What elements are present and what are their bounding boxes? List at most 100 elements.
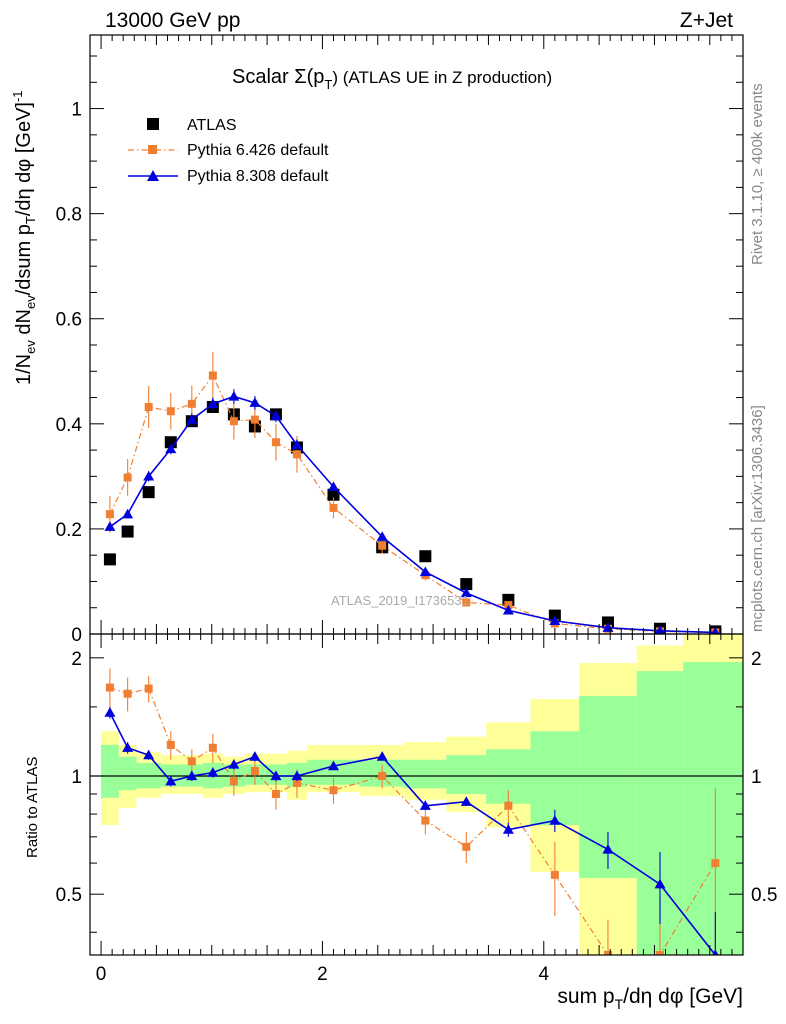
atlas-data-point (142, 486, 155, 499)
ratio-y-tick-label-right: 2 (751, 649, 762, 670)
main-y-axis-label: 1/Nev dNev/dsum pT/dη dφ [GeV]-1 (10, 90, 38, 385)
pythia6-ratio-point (329, 786, 338, 795)
main-y-tick-label: 0.4 (56, 415, 83, 436)
pythia8-ratio-point (549, 815, 561, 825)
pythia6-ratio-point (166, 740, 175, 749)
pythia6-main-point (229, 417, 238, 426)
main-y-tick-label: 0.6 (56, 310, 82, 331)
pythia6-ratio-point (378, 772, 387, 781)
axis-tick-labels: 0 0.2 0.4 0.6 0.8 1 0 2 4 0.5 0.5 1 1 2 2 (56, 100, 778, 985)
pythia8-ratio-point (104, 707, 116, 717)
pythia6-ratio-point (144, 684, 153, 693)
atlas-data-point (327, 488, 340, 501)
pythia6-ratio-point (229, 777, 238, 786)
pythia8-ratio-point (270, 770, 282, 781)
legend: ATLAS Pythia 6.426 default Pythia 8.308 … (128, 117, 329, 185)
ratio-band-inner-bin (446, 755, 487, 794)
ratio-plot-frame (89, 633, 744, 956)
pythia8-main-point (228, 391, 240, 401)
legend-pythia6-marker (148, 145, 157, 154)
pythia8-ratio-point (376, 751, 388, 761)
x-tick-label: 0 (96, 964, 107, 985)
pythia8-ratio-point (654, 878, 666, 889)
pythia6-ratio-point (292, 778, 301, 787)
pythia6-ratio-point (655, 951, 664, 955)
pythia8-ratio-point (602, 843, 614, 854)
pythia8-main-point (502, 604, 514, 615)
pythia6-main-point (292, 450, 301, 459)
pythia8-main-point (143, 470, 155, 481)
pythia6-main-point (166, 407, 175, 416)
atlas-data-point (103, 553, 116, 566)
pythia6-ratio-point (421, 816, 430, 825)
pythia6-main-point (187, 399, 196, 408)
legend-atlas-marker (147, 118, 159, 130)
process-label: Z+Jet (680, 9, 733, 32)
pythia8-main-point (122, 508, 134, 519)
pythia6-ratio-point (603, 951, 612, 955)
pythia8-ratio-point (249, 751, 261, 761)
energy-label: 13000 GeV pp (105, 9, 240, 32)
pythia6-ratio-point (208, 743, 217, 752)
pythia8-main-point (186, 414, 198, 424)
main-y-tick-label: 0 (71, 625, 82, 646)
ratio-y-tick-label-left: 0.5 (56, 885, 82, 906)
pythia6-main-point (378, 541, 387, 550)
pythia8-ratio-point (327, 760, 339, 771)
pythia6-ratio-point (462, 842, 471, 851)
main-y-tick-label: 0.2 (56, 520, 82, 541)
pythia8-ratio-point (186, 770, 198, 781)
pythia6-ratio-point (105, 683, 114, 692)
legend-pythia6-label: Pythia 6.426 default (187, 142, 329, 159)
pythia8-main-point (602, 622, 614, 632)
analysis-watermark: ATLAS_2019_I1736531 (331, 593, 469, 608)
x-tick-label: 4 (538, 964, 549, 985)
pythia6-main-point (123, 473, 132, 482)
ratio-band-inner-bin (683, 662, 743, 955)
pythia6-ratio-point (711, 859, 720, 868)
pythia6-main-point (250, 415, 259, 424)
pythia8-ratio-point (502, 824, 514, 834)
pythia8-main-point (376, 531, 388, 541)
pythia8-main-point (549, 615, 561, 625)
pythia8-main-point (327, 481, 339, 492)
pythia8-ratio-point (122, 742, 134, 752)
pythia8-ratio-point (228, 758, 240, 769)
legend-pythia8-marker (147, 170, 159, 181)
atlas-data-point (419, 550, 432, 563)
x-tick-label: 2 (317, 964, 328, 985)
pythia6-ratio-point (550, 870, 559, 879)
pythia8-main-point (291, 439, 303, 449)
pythia8-ratio-point (712, 949, 719, 955)
atlas-data-point (502, 593, 515, 606)
pythia8-ratio-point (419, 800, 431, 810)
ratio-y-axis-label: Ratio to ATLAS (24, 757, 41, 858)
ratio-uncertainty-bands (101, 634, 743, 955)
pythia8-main-point (104, 521, 116, 531)
plot-title: Scalar Σ(pT) (ATLAS UE in Z production) (232, 66, 552, 92)
pythia8-main-point (165, 443, 177, 454)
ratio-y-tick-label-right: 0.5 (751, 885, 777, 906)
pythia6-main-point (208, 371, 217, 380)
ratio-band-inner-bin (101, 744, 119, 798)
pythia6-ratio-point (504, 801, 513, 810)
pythia6-main-point (271, 438, 280, 447)
ratio-y-tick-label-left: 1 (71, 767, 82, 788)
ratio-plot-marks (104, 668, 720, 955)
main-y-tick-label: 1 (71, 100, 82, 121)
pythia6-ratio-point (123, 689, 132, 698)
x-axis-label: sum pT/dη dφ [GeV] (557, 985, 743, 1012)
pythia6-main-point (462, 598, 471, 607)
rivet-version-label: Rivet 3.1.10, ≥ 400k events (749, 83, 766, 265)
ratio-y-tick-label-right: 1 (751, 767, 762, 788)
pythia8-ratio-point (460, 796, 472, 806)
pythia8-main-point (249, 397, 261, 407)
legend-pythia8-label: Pythia 8.308 default (187, 168, 329, 185)
atlas-data-point (460, 578, 473, 591)
pythia6-main-point (329, 503, 338, 512)
main-plot-marks (103, 351, 722, 634)
axis-ticks (90, 35, 743, 955)
pythia6-ratio-point (271, 789, 280, 798)
pythia8-ratio-point (143, 749, 155, 760)
pythia8-main-point (655, 625, 665, 634)
